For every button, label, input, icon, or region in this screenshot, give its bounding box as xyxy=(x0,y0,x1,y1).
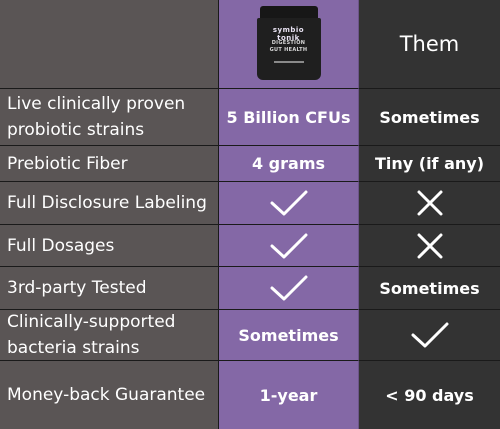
them-value: Tiny (if any) xyxy=(359,146,500,182)
them-x-cell xyxy=(359,182,500,225)
product-brand: symbio tonik xyxy=(272,26,305,42)
ours-check-cell xyxy=(219,182,359,225)
product-line-1: DIGESTION xyxy=(271,40,306,46)
them-x-cell xyxy=(359,225,500,267)
feature-label: Prebiotic Fiber xyxy=(0,146,219,182)
feature-label: Full Dosages xyxy=(0,225,219,267)
x-icon xyxy=(417,190,442,216)
feature-label: Clinically-supported bacteria strains xyxy=(0,310,219,361)
product-line-2: GUT HEALTH xyxy=(269,47,308,53)
check-icon xyxy=(411,322,448,348)
feature-label: Live clinically proven probiotic strains xyxy=(0,89,219,146)
ours-value: 4 grams xyxy=(219,146,359,182)
ours-check-cell xyxy=(219,267,359,310)
header-product-cell: symbio tonik DIGESTION GUT HEALTH xyxy=(219,0,359,89)
ours-check-cell xyxy=(219,225,359,267)
ours-value: Sometimes xyxy=(219,310,359,361)
header-empty-cell xyxy=(0,0,219,89)
check-icon xyxy=(270,233,307,258)
check-icon xyxy=(270,190,307,216)
them-value: < 90 days xyxy=(359,361,500,429)
header-them-cell: Them xyxy=(359,0,500,89)
ours-value: 1-year xyxy=(219,361,359,429)
product-jar-image: symbio tonik DIGESTION GUT HEALTH xyxy=(254,6,324,82)
them-value: Sometimes xyxy=(359,89,500,146)
them-value: Sometimes xyxy=(359,267,500,310)
x-icon xyxy=(417,233,442,258)
them-check-cell xyxy=(359,310,500,361)
feature-label: 3rd-party Tested xyxy=(0,267,219,310)
check-icon xyxy=(270,275,307,301)
ours-value: 5 Billion CFUs xyxy=(219,89,359,146)
feature-label: Money-back Guarantee xyxy=(0,361,219,429)
feature-label: Full Disclosure Labeling xyxy=(0,182,219,225)
